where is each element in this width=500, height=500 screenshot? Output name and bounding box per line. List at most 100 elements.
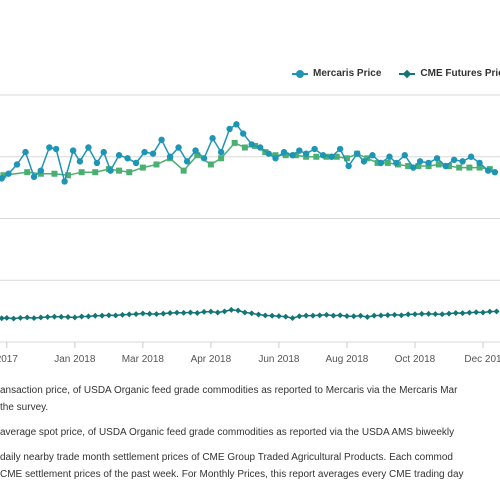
- data-point: [146, 310, 153, 317]
- data-point: [282, 313, 289, 320]
- data-point: [418, 310, 425, 317]
- data-point: [3, 314, 10, 321]
- data-point: [24, 314, 31, 321]
- data-point: [46, 144, 53, 151]
- data-point: [476, 164, 483, 171]
- data-point: [201, 308, 208, 315]
- data-point: [241, 144, 248, 151]
- data-point: [194, 152, 201, 159]
- data-point: [239, 130, 247, 137]
- data-point: [116, 167, 123, 174]
- gridlines: [0, 94, 500, 343]
- data-point: [69, 147, 77, 154]
- data-point: [289, 152, 296, 159]
- data-point: [248, 141, 255, 148]
- data-point: [336, 145, 344, 153]
- data-point: [405, 163, 412, 170]
- legend-item-cme[interactable]: CME Futures Price: [399, 68, 500, 79]
- data-point: [391, 311, 398, 318]
- data-point: [343, 313, 350, 320]
- data-point: [13, 161, 21, 168]
- data-point: [183, 158, 191, 165]
- data-point: [37, 314, 44, 321]
- data-point: [476, 159, 483, 167]
- x-tick-label: Dec 201: [464, 354, 500, 365]
- data-point: [289, 315, 296, 322]
- data-point: [139, 310, 146, 317]
- data-point: [302, 150, 310, 157]
- data-point: [459, 310, 466, 317]
- legend-item-mercaris[interactable]: Mercaris Price: [292, 68, 381, 79]
- x-tick-label: 2017: [0, 354, 18, 365]
- data-point: [480, 309, 486, 316]
- data-point: [486, 308, 493, 315]
- data-point: [10, 315, 17, 322]
- data-point: [5, 170, 12, 177]
- x-tick-label: Jan 2018: [54, 354, 96, 365]
- data-point: [214, 309, 221, 316]
- data-point: [282, 152, 289, 159]
- data-point: [99, 312, 106, 319]
- data-point: [452, 310, 459, 316]
- data-point: [377, 312, 384, 319]
- data-point: [187, 309, 194, 316]
- data-point: [100, 148, 107, 156]
- data-point: [323, 153, 330, 160]
- data-point: [493, 308, 500, 315]
- data-point: [58, 313, 65, 320]
- data-point: [119, 311, 126, 318]
- data-point: [303, 312, 310, 319]
- data-point: [360, 158, 368, 165]
- data-point: [107, 167, 114, 174]
- data-point: [52, 145, 60, 153]
- data-point: [167, 310, 174, 316]
- data-point: [433, 155, 441, 162]
- data-point: [311, 145, 318, 153]
- data-point: [92, 312, 99, 319]
- data-point: [456, 164, 463, 171]
- data-point: [425, 310, 432, 317]
- data-point: [255, 311, 262, 318]
- data-point: [415, 163, 422, 170]
- x-tick-label: Apr 2018: [191, 354, 232, 365]
- data-point: [207, 161, 214, 168]
- data-point: [257, 144, 264, 151]
- data-point: [371, 312, 378, 319]
- x-tick-label: Mar 2018: [122, 354, 165, 365]
- data-point: [405, 311, 412, 318]
- data-point: [446, 310, 452, 317]
- data-point: [235, 307, 242, 314]
- data-point: [126, 311, 133, 318]
- notes: ansaction price, of USDA Organic feed gr…: [0, 382, 500, 483]
- data-point: [76, 158, 84, 165]
- series-layer: [0, 121, 500, 322]
- data-point: [330, 312, 337, 319]
- data-point: [364, 314, 371, 320]
- data-point: [231, 139, 238, 146]
- data-point: [93, 159, 101, 167]
- data-point: [450, 156, 458, 164]
- data-point: [316, 312, 323, 319]
- data-point: [280, 148, 288, 156]
- data-point: [350, 313, 357, 320]
- data-point: [345, 162, 352, 170]
- data-point: [51, 170, 58, 177]
- data-point: [124, 155, 131, 162]
- data-point: [0, 315, 5, 322]
- data-point: [173, 309, 180, 316]
- data-point: [115, 152, 123, 159]
- data-point: [17, 314, 24, 321]
- data-point: [71, 314, 78, 321]
- data-point: [384, 312, 391, 319]
- data-point: [241, 309, 248, 316]
- data-point: [386, 153, 393, 160]
- data-point: [435, 161, 442, 168]
- data-point: [133, 311, 140, 318]
- data-point: [432, 311, 439, 318]
- data-point: [65, 314, 71, 320]
- data-point: [313, 153, 320, 160]
- data-point: [78, 169, 85, 176]
- x-tick-label: Oct 2018: [395, 354, 436, 365]
- data-point: [30, 173, 38, 181]
- data-point: [209, 135, 216, 142]
